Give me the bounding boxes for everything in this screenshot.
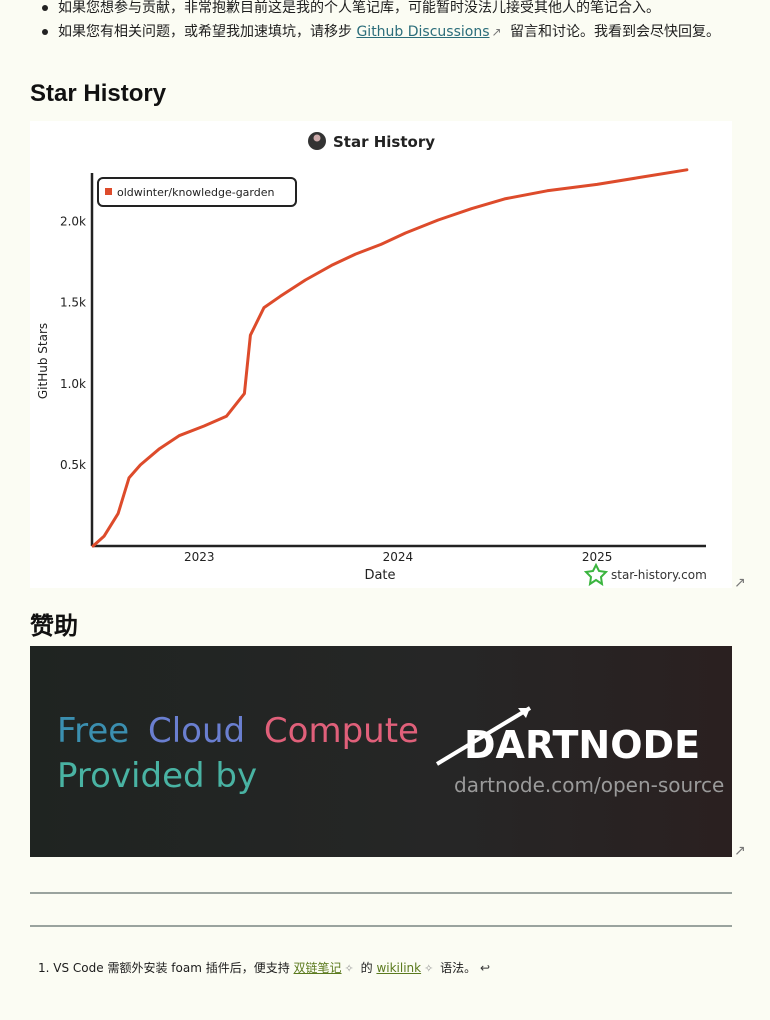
divider xyxy=(30,925,732,927)
watermark: star-history.com xyxy=(583,562,707,587)
bullet-text-after: 留言和讨论。我看到会尽快回复。 xyxy=(505,24,721,40)
external-link-icon: ↗ xyxy=(491,25,502,39)
sponsor-heading: 赞助 xyxy=(30,613,78,640)
banner-word-cloud: Cloud xyxy=(148,711,245,751)
bidirectional-notes-link[interactable]: 双链笔记 xyxy=(293,961,342,975)
dartnode-logo: DARTNODE xyxy=(435,706,700,767)
footnote: 1. VS Code 需额外安装 foam 插件后，便支持 双链笔记 ✧ 的 wi… xyxy=(38,958,490,979)
bullet-discussion: 如果您有相关问题，或希望我加速填坑，请移步 Github Discussions… xyxy=(30,20,730,44)
series-line xyxy=(91,168,689,548)
chart-title: Star History xyxy=(333,133,435,151)
github-discussions-link[interactable]: Github Discussions xyxy=(356,24,490,40)
banner-url: dartnode.com/open-source xyxy=(454,773,724,797)
divider xyxy=(30,892,732,894)
bullet-list: 如果您想参与贡献，非常抱歉目前这是我的个人笔记库，可能暂时没法儿接受其他人的笔记… xyxy=(30,0,730,44)
dart-arrow-shaft xyxy=(435,706,532,766)
footnote-number: 1. xyxy=(38,961,50,975)
legend-swatch xyxy=(105,188,112,195)
legend-box xyxy=(97,177,297,207)
footnote-text-after: 语法。 xyxy=(440,961,477,975)
banner-word-free: Free xyxy=(57,711,129,751)
x-axis-label: Date xyxy=(364,568,395,583)
sparkle-icon: ✧ xyxy=(344,962,354,975)
legend: oldwinter/knowledge-garden xyxy=(97,177,297,207)
y-tick-label: 1.0k xyxy=(60,377,86,391)
bullet-text-before: 如果您有相关问题，或希望我加速填坑，请移步 xyxy=(58,24,357,40)
brand-logo-text: DARTNODE xyxy=(464,723,700,767)
star-history-chart[interactable]: Star History 0.5k 1.0k 1.5k 2.0k 2023 2024 20… xyxy=(30,121,732,588)
footnote-back-link[interactable]: ↩ xyxy=(479,961,491,975)
x-ticks: 2023 2024 2025 xyxy=(184,550,612,564)
watermark-text: star-history.com xyxy=(611,568,707,582)
bullet-contribution: 如果您想参与贡献，非常抱歉目前这是我的个人笔记库，可能暂时没法儿接受其他人的笔记… xyxy=(30,0,730,20)
sparkle-icon: ✧ xyxy=(424,962,434,975)
banner-line1: Free Cloud Compute xyxy=(57,711,419,751)
dartnode-sponsor-banner[interactable]: Free Cloud Compute Provided by DARTNODE … xyxy=(30,646,732,857)
footnote-text-middle: 的 xyxy=(360,961,373,975)
star-history-heading: Star History xyxy=(30,80,167,107)
banner-svg: Free Cloud Compute Provided by DARTNODE … xyxy=(57,706,724,797)
x-tick-label: 2025 xyxy=(582,550,613,564)
dart-arrow-head xyxy=(518,708,530,718)
chart-title-group: Star History xyxy=(308,132,435,151)
y-tick-label: 2.0k xyxy=(60,215,86,229)
y-ticks: 0.5k 1.0k 1.5k 2.0k xyxy=(60,215,86,472)
y-axis-label: GitHub Stars xyxy=(36,323,50,399)
legend-label: oldwinter/knowledge-garden xyxy=(117,186,274,199)
y-tick-label: 0.5k xyxy=(60,458,86,472)
external-link-icon[interactable]: ↗ xyxy=(734,575,746,591)
banner-line2: Provided by xyxy=(57,756,257,796)
x-tick-label: 2023 xyxy=(184,550,215,564)
star-history-svg: Star History 0.5k1.0k1.5k2.0k 2023 2024 20… xyxy=(36,132,707,587)
external-link-icon[interactable]: ↗ xyxy=(734,843,746,859)
y-tick-label: 1.5k xyxy=(60,296,86,310)
banner-word-compute: Compute xyxy=(264,711,419,751)
star-icon xyxy=(583,562,609,587)
wikilink-link[interactable]: wikilink xyxy=(376,961,422,975)
bullet-text: 如果您想参与贡献，非常抱歉目前这是我的个人笔记库，可能暂时没法儿接受其他人的笔记… xyxy=(58,0,660,16)
avatar-face xyxy=(313,134,321,142)
footnote-text: VS Code 需额外安装 foam 插件后，便支持 xyxy=(53,961,290,975)
x-tick-label: 2024 xyxy=(383,550,414,564)
